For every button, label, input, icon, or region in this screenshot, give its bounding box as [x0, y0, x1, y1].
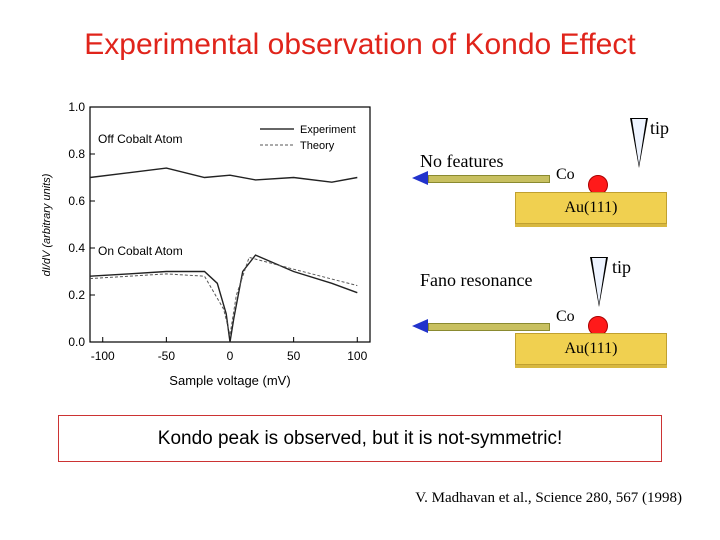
- au-substrate-top: Au(111): [515, 192, 667, 224]
- x-axis-label: Sample voltage (mV): [169, 373, 290, 388]
- y-axis-label: dI/dV (arbitrary units): [41, 173, 53, 276]
- y-tick-label: 0.0: [68, 335, 85, 349]
- series-theory-on: [89, 256, 358, 336]
- au-top-label: Au(111): [564, 199, 618, 216]
- x-tick-label: -100: [91, 349, 115, 363]
- arrow-top-head-icon: [412, 171, 428, 185]
- arrow-bottom: [428, 323, 550, 331]
- tip-bottom-icon: [590, 257, 608, 307]
- citation: V. Madhavan et al., Science 280, 567 (19…: [415, 490, 682, 506]
- tip-bottom-label: tip: [612, 257, 632, 277]
- kondo-note-box: Kondo peak is observed, but it is not-sy…: [58, 415, 662, 462]
- x-ticks: -100 -50 0 50 100: [91, 337, 368, 363]
- tip-top-icon: [630, 118, 648, 168]
- y-tick-label: 1.0: [68, 100, 85, 114]
- series-experiment-off: [89, 167, 358, 183]
- fano-resonance-caption: Fano resonance: [420, 270, 533, 290]
- legend-theory: Theory: [300, 140, 335, 152]
- off-atom-label: Off Cobalt Atom: [98, 132, 183, 146]
- tip-top-label: tip: [650, 118, 670, 138]
- y-tick-label: 0.4: [68, 241, 85, 255]
- on-atom-label: On Cobalt Atom: [98, 244, 183, 258]
- x-tick-label: 50: [287, 349, 301, 363]
- series-experiment-on: [89, 254, 358, 343]
- arrow-bottom-head-icon: [412, 319, 428, 333]
- legend-experiment: Experiment: [300, 124, 356, 136]
- x-tick-label: -50: [158, 349, 176, 363]
- y-tick-label: 0.2: [68, 288, 85, 302]
- y-ticks: 0.0 0.2 0.4 0.6 0.8 1.0: [68, 100, 95, 349]
- au-bottom-label: Au(111): [564, 340, 618, 357]
- no-features-caption: No features: [420, 151, 504, 171]
- x-tick-label: 100: [347, 349, 367, 363]
- au-substrate-bottom: Au(111): [515, 333, 667, 365]
- co-bottom-label: Co: [556, 308, 575, 325]
- y-tick-label: 0.8: [68, 147, 85, 161]
- x-tick-label: 0: [227, 349, 234, 363]
- curves: [89, 167, 358, 343]
- dIdV-chart: 0.0 0.2 0.4 0.6 0.8 1.0 -100 -50 0 50 100 dI/dV (…: [41, 100, 371, 388]
- kondo-note: Kondo peak is observed, but it is not-sy…: [157, 428, 563, 449]
- slide-title: Experimental observation of Kondo Effect: [84, 28, 636, 61]
- y-tick-label: 0.6: [68, 194, 85, 208]
- arrow-top: [428, 175, 550, 183]
- co-top-label: Co: [556, 166, 575, 183]
